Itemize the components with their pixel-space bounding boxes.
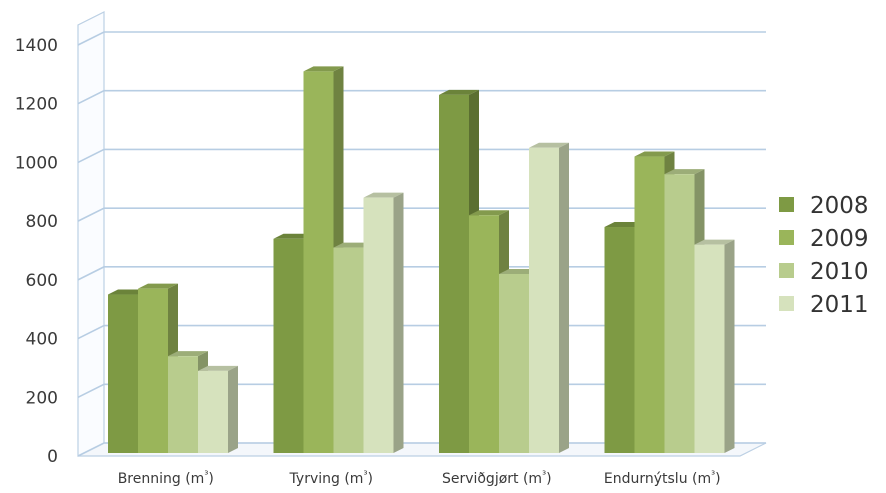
bar-top	[529, 142, 569, 148]
bar-2009-1	[303, 71, 334, 454]
bar-2010-0	[168, 356, 198, 453]
bar-side	[724, 239, 735, 453]
legend-label: 2011	[810, 292, 869, 318]
bar-side	[393, 192, 404, 453]
x-category-label: Serviðgjørt (m³)	[442, 470, 552, 487]
bar-side	[228, 365, 238, 453]
bar-2008-2	[439, 94, 469, 454]
legend-swatch	[779, 263, 794, 278]
bars	[108, 66, 735, 454]
bar-top	[439, 89, 479, 95]
bar-top	[694, 239, 735, 245]
bar-2011-1	[363, 197, 394, 453]
y-tick-label: 600	[26, 271, 58, 291]
bar-2011-2	[529, 147, 559, 453]
x-category-label: Brenning (m³)	[118, 470, 214, 487]
y-tick-label: 1200	[15, 95, 58, 115]
y-tick-label: 0	[47, 447, 58, 467]
gridline	[77, 89, 766, 105]
legend-swatch	[779, 296, 794, 311]
legend-swatch	[779, 230, 794, 245]
y-tick-label: 800	[26, 212, 58, 232]
bar-top	[469, 210, 509, 216]
bar-2008-0	[108, 294, 138, 453]
bar-top	[664, 169, 705, 175]
y-tick-label: 1400	[15, 36, 58, 56]
y-tick-label: 200	[26, 388, 58, 408]
bar-2010-3	[664, 174, 695, 453]
legend-swatch	[779, 197, 794, 212]
y-tick-label: 400	[26, 330, 58, 350]
bar-2009-0	[138, 288, 168, 453]
y-axis-ticks: 0 200 400 600 800 1000 1200 1400	[15, 36, 58, 467]
bar-top	[303, 66, 344, 72]
bar-2008-1	[273, 238, 304, 453]
bar-side	[559, 142, 569, 453]
bar-2009-2	[469, 215, 499, 453]
bar-top	[363, 192, 404, 198]
side-wall	[77, 11, 105, 457]
gridline	[77, 31, 766, 46]
x-category-label: Tyrving (m³)	[289, 470, 373, 487]
x-category-label: Endurnýtslu (m³)	[604, 470, 721, 487]
bar-top	[634, 151, 675, 157]
legend-label: 2009	[810, 226, 869, 252]
bar-2010-1	[333, 247, 364, 453]
bar-2010-2	[499, 273, 529, 453]
bar-2009-3	[634, 156, 665, 454]
x-axis-labels: Brenning (m³) Tyrving (m³) Serviðgjørt (m³…	[118, 470, 721, 487]
legend: 2008 2009 2010 2011	[779, 193, 869, 318]
legend-label: 2010	[810, 259, 869, 285]
bar-2011-0	[198, 370, 228, 453]
bar-2008-3	[604, 227, 635, 453]
bar-top	[198, 365, 238, 371]
bar-top	[168, 351, 208, 357]
legend-label: 2008	[810, 193, 869, 219]
bar-2011-3	[694, 244, 725, 453]
bar-top	[138, 283, 178, 289]
y-tick-label: 1000	[15, 153, 58, 173]
